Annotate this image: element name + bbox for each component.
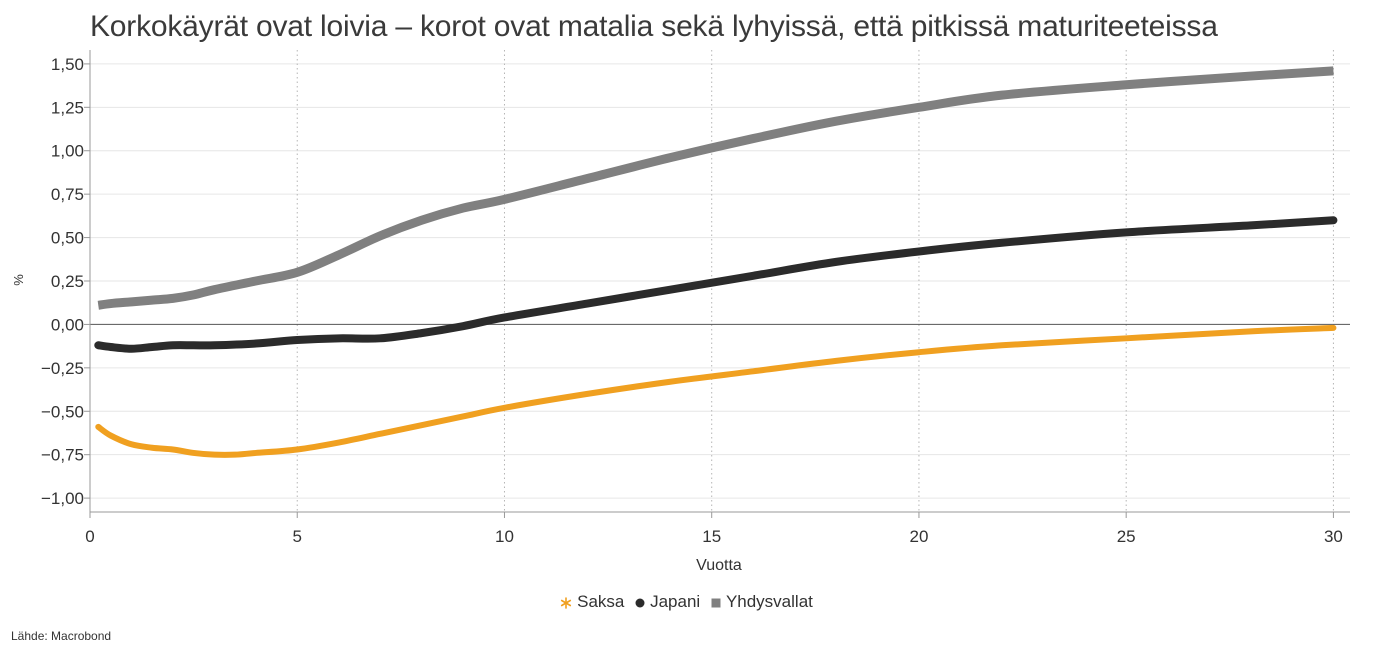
source-note: Lähde: Macrobond bbox=[11, 629, 112, 643]
chart-title: Korkokäyrät ovat loivia – korot ovat mat… bbox=[90, 10, 1218, 43]
y-tick-label: 0,75 bbox=[51, 185, 84, 204]
legend-item-yhdysvallat[interactable]: Yhdysvallat bbox=[711, 592, 813, 612]
y-tick-label: 1,00 bbox=[51, 142, 84, 161]
series-line-yhdysvallat bbox=[97, 66, 1334, 310]
legend: Saksa Japani Yhdysvallat bbox=[0, 592, 1373, 612]
x-tick-label: 10 bbox=[495, 527, 514, 546]
x-tick-label: 15 bbox=[702, 527, 721, 546]
series-layer bbox=[94, 66, 1338, 458]
y-tick-label: −0,75 bbox=[41, 446, 84, 465]
series-line-japani bbox=[94, 216, 1338, 353]
x-axis-label: Vuotta bbox=[696, 557, 742, 574]
y-tick-label: −0,25 bbox=[41, 359, 84, 378]
y-tick-label: 0,00 bbox=[51, 315, 84, 334]
series-line-saksa bbox=[95, 324, 1337, 458]
x-tick-label: 25 bbox=[1117, 527, 1136, 546]
square-marker-icon bbox=[711, 598, 721, 608]
legend-label: Saksa bbox=[577, 592, 625, 611]
y-tick-label: −0,50 bbox=[41, 402, 84, 421]
axis-layer: −1,00 −0,75 −0,50 −0,25 0,00 0,25 0,50 0,75 1,00… bbox=[41, 50, 1350, 546]
x-tick-label: 5 bbox=[293, 527, 302, 546]
y-tick-label: 1,50 bbox=[51, 55, 84, 74]
y-tick-label: 0,50 bbox=[51, 229, 84, 248]
star-marker-icon bbox=[561, 596, 572, 609]
y-tick-label: −1,00 bbox=[41, 489, 84, 508]
x-tick-label: 30 bbox=[1324, 527, 1343, 546]
y-tick-label: 0,25 bbox=[51, 272, 84, 291]
grid-layer bbox=[90, 50, 1350, 512]
x-tick-label: 20 bbox=[909, 527, 928, 546]
x-tick-label: 0 bbox=[85, 527, 94, 546]
legend-item-japani[interactable]: Japani bbox=[635, 592, 700, 612]
legend-label: Japani bbox=[650, 592, 701, 611]
y-axis-label: % bbox=[11, 274, 26, 286]
legend-item-saksa[interactable]: Saksa bbox=[560, 592, 624, 612]
y-tick-label: 1,25 bbox=[51, 98, 84, 117]
legend-label: Yhdysvallat bbox=[725, 592, 813, 611]
circle-marker-icon bbox=[635, 598, 645, 608]
